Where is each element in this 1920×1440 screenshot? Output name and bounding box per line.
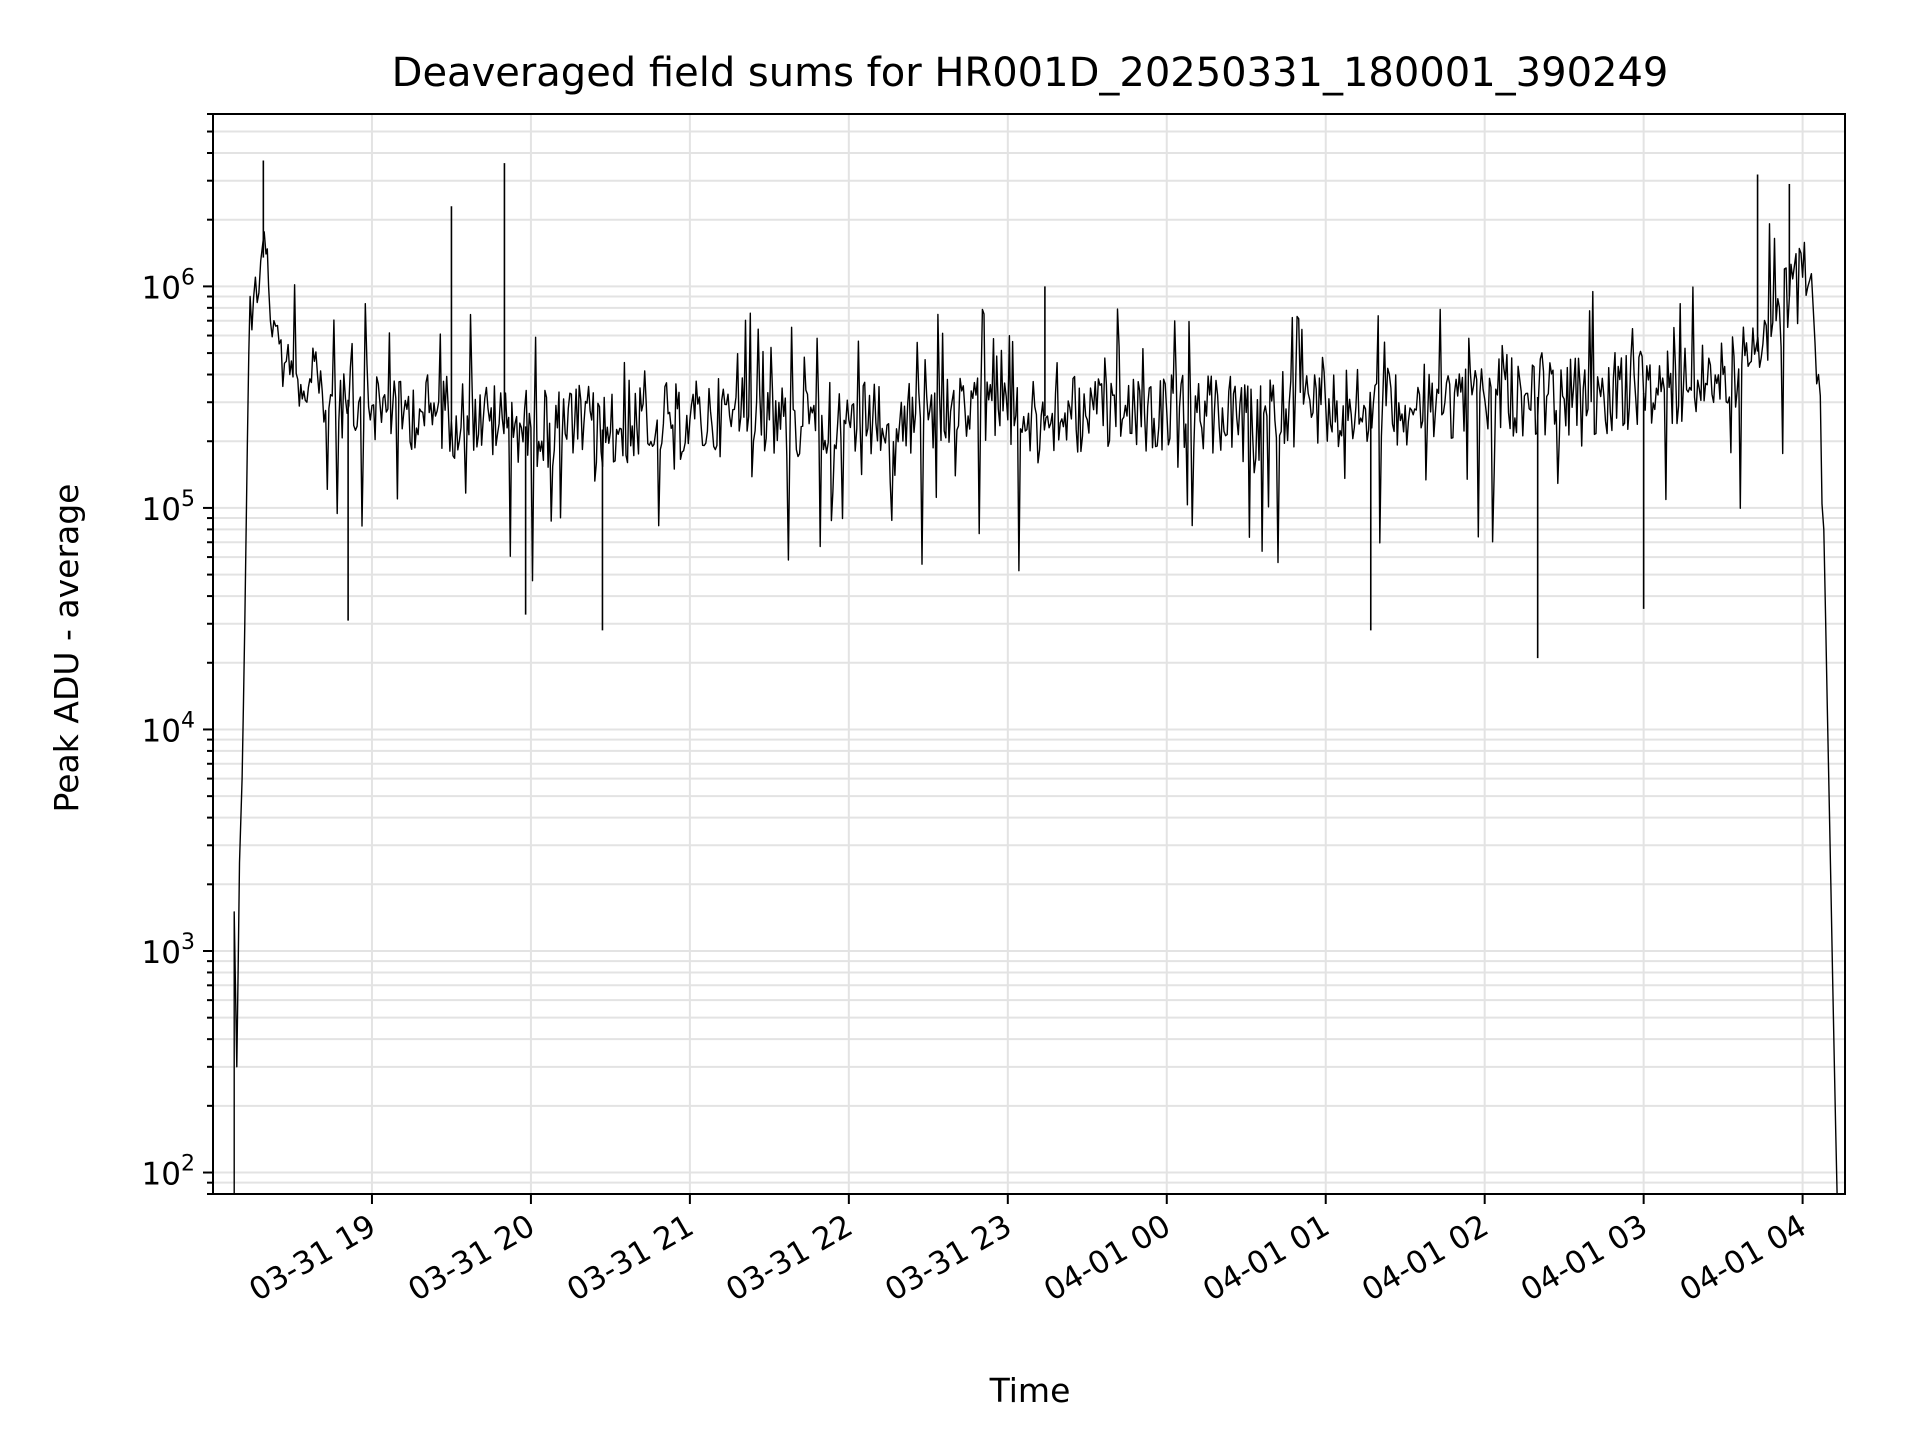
y-tick-label: 105 — [142, 487, 195, 528]
y-tick-label: 106 — [142, 265, 195, 306]
y-tick-label: 103 — [142, 930, 195, 971]
y-tick-label: 104 — [142, 708, 195, 749]
series-line — [233, 223, 1838, 1195]
y-axis-title: Peak ADU - average — [47, 484, 86, 813]
data-layer — [233, 160, 1838, 1195]
plot-frame — [212, 113, 1846, 1195]
y-tick-label: 102 — [142, 1152, 195, 1193]
chart-title: Deaveraged field sums for HR001D_2025033… — [392, 50, 1669, 96]
x-axis-title: Time — [989, 1371, 1071, 1410]
